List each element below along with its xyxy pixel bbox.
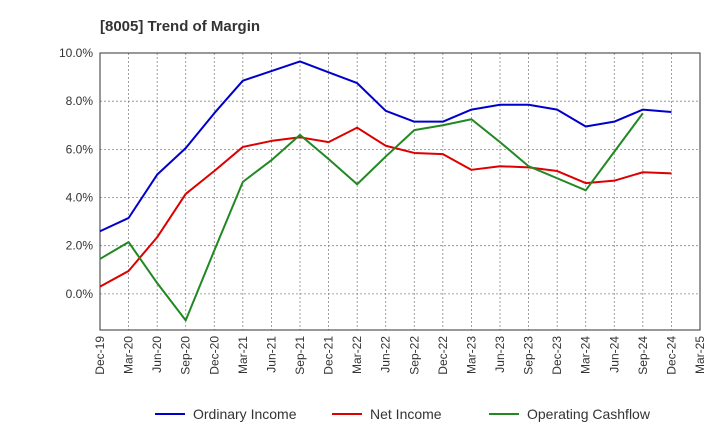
y-tick-label: 2.0% xyxy=(66,239,94,253)
x-tick-label: Dec-22 xyxy=(436,336,450,375)
y-tick-label: 10.0% xyxy=(59,46,93,60)
legend-label-ordinary-income: Ordinary Income xyxy=(193,406,297,422)
x-tick-label: Jun-20 xyxy=(150,336,164,373)
x-tick-label: Jun-21 xyxy=(264,336,278,373)
x-tick-label: Sep-21 xyxy=(293,336,307,375)
y-tick-label: 8.0% xyxy=(66,94,94,108)
x-tick-label: Mar-20 xyxy=(122,336,136,374)
x-tick-label: Dec-21 xyxy=(322,336,336,375)
legend-label-operating-cashflow: Operating Cashflow xyxy=(527,406,651,422)
x-tick-label: Dec-19 xyxy=(93,336,107,375)
x-tick-label: Mar-24 xyxy=(579,336,593,374)
series-line-operating-cashflow xyxy=(99,112,644,322)
x-tick-label: Sep-24 xyxy=(636,336,650,375)
x-tick-label: Dec-23 xyxy=(550,336,564,375)
legend-label-net-income: Net Income xyxy=(370,406,442,422)
plot-border xyxy=(99,52,701,331)
x-tick-label: Jun-22 xyxy=(379,336,393,373)
y-tick-label: 4.0% xyxy=(66,191,94,205)
series-line-net-income xyxy=(99,126,672,288)
y-tick-label: 6.0% xyxy=(66,142,94,156)
x-tick-label: Dec-20 xyxy=(207,336,221,375)
x-tick-label: Mar-23 xyxy=(464,336,478,374)
series-line-ordinary-income xyxy=(99,60,672,233)
legend: Ordinary Income Net Income Operating Cashf… xyxy=(155,406,651,422)
chart-title: [8005] Trend of Margin xyxy=(100,18,260,35)
x-tick-label: Mar-22 xyxy=(350,336,364,374)
x-tick-label: Jun-23 xyxy=(493,336,507,373)
plot-area: 0.0% 2.0% 4.0% 6.0% 8.0% 10.0% Dec-19 Mar-20 Jun… xyxy=(59,46,707,375)
x-tick-label: Sep-20 xyxy=(179,336,193,375)
x-tick-label: Dec-24 xyxy=(664,336,678,375)
y-tick-label: 0.0% xyxy=(66,287,94,301)
x-tick-label: Mar-25 xyxy=(693,336,707,374)
x-tick-label: Jun-24 xyxy=(607,336,621,373)
x-tick-label: Sep-23 xyxy=(522,336,536,375)
x-tick-label: Mar-21 xyxy=(236,336,250,374)
x-tick-label: Sep-22 xyxy=(407,336,421,375)
